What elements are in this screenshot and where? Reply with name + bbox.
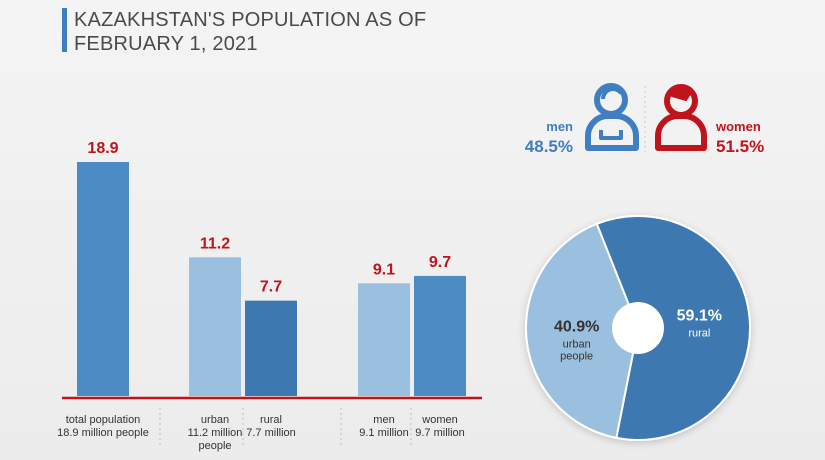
title-line-2: FEBRUARY 1, 2021 (74, 33, 258, 55)
bar-category-label-0-0: total population (66, 414, 141, 426)
bar-category-label-1-0: urban (201, 414, 229, 426)
bar-2 (245, 300, 297, 396)
pie-category-label-0-0: rural (688, 327, 710, 339)
pie-slice-0 (595, 215, 751, 441)
pie-category-label-1-0: urban (563, 339, 591, 351)
bar-category-label-2-1: 7.7 million (246, 427, 296, 439)
bar-category-label-2-0: rural (260, 414, 282, 426)
pie-value-label-0: 59.1% (677, 307, 722, 324)
men-value: 48.5% (525, 137, 573, 156)
pie-slice-1 (525, 222, 640, 440)
bar-0 (77, 162, 129, 396)
bar-value-label-2: 7.7 (260, 279, 282, 296)
bar-4 (414, 275, 466, 396)
bar-1 (189, 257, 241, 396)
pie-center-hole (612, 302, 664, 354)
pie-value-label-1: 40.9% (554, 319, 599, 336)
women-value: 51.5% (716, 137, 764, 156)
bar-category-label-4-1: 9.7 million (415, 427, 465, 439)
bar-category-label-4-0: women (421, 414, 457, 426)
title-line-1: KAZAKHSTAN'S POPULATION AS OF (74, 9, 427, 31)
woman-icon (655, 84, 707, 151)
man-icon (585, 83, 639, 151)
bar-value-label-1: 11.2 (200, 235, 230, 252)
bar-value-label-0: 18.9 (87, 140, 118, 157)
bar-category-label-1-2: people (198, 440, 231, 452)
bar-value-label-4: 9.7 (429, 254, 451, 271)
men-label: men (546, 119, 573, 134)
pie-category-label-1-1: people (560, 351, 593, 363)
title-accent-bar (62, 8, 67, 52)
bar-category-label-1-1: 11.2 million (188, 427, 243, 439)
bar-category-label-3-0: men (373, 414, 394, 426)
bar-category-label-3-1: 9.1 million (359, 427, 409, 439)
bar-3 (358, 283, 410, 396)
page-title: KAZAKHSTAN'S POPULATION AS OF FEBRUARY 1… (74, 8, 426, 56)
bar-category-label-0-1: 18.9 million people (57, 427, 149, 439)
gender-panel: men 48.5% women 51.5% (525, 83, 764, 156)
bar-value-label-3: 9.1 (373, 261, 395, 278)
women-label: women (715, 119, 761, 134)
